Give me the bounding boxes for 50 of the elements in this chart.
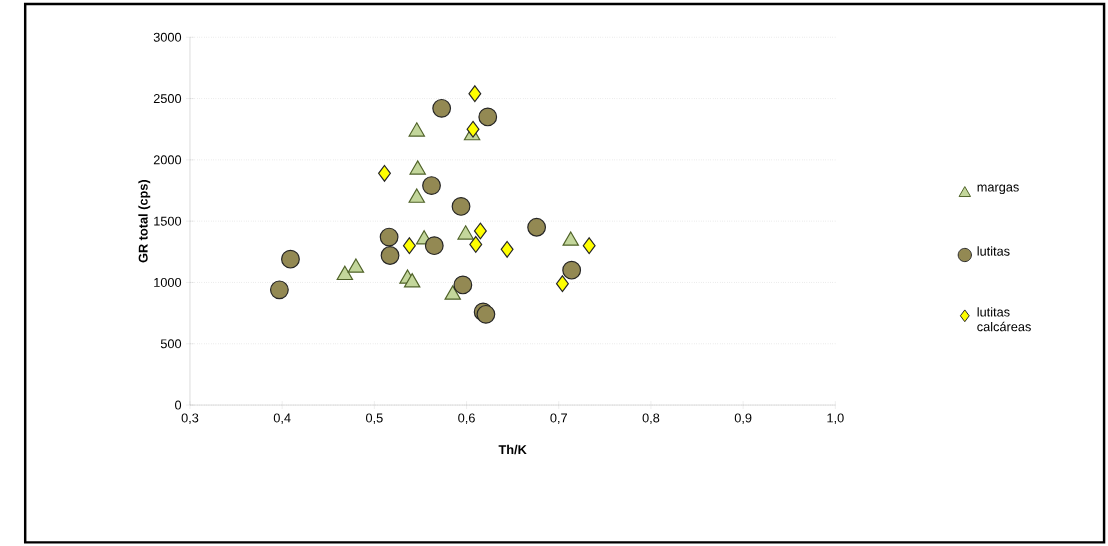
x-axis-title: Th/K <box>498 444 527 455</box>
point <box>379 227 399 247</box>
point <box>457 225 474 240</box>
y-tick-label: 500 <box>160 339 182 349</box>
point <box>500 240 514 258</box>
y-axis-title: GR total (cps) <box>138 179 151 263</box>
point <box>582 237 596 254</box>
point <box>468 85 482 102</box>
point <box>336 265 354 280</box>
point <box>444 285 461 300</box>
point <box>451 196 471 216</box>
point <box>402 237 416 254</box>
point <box>347 258 365 273</box>
legend-label: lutitas <box>977 246 1010 256</box>
legend-label: margas <box>977 184 1019 194</box>
y-tick-label: 0 <box>175 400 182 410</box>
point <box>473 222 487 240</box>
point <box>469 235 483 253</box>
y-tick-label: 2000 <box>153 155 182 165</box>
x-tick-label: 0,3 <box>181 413 199 424</box>
point <box>466 120 480 138</box>
point <box>408 188 425 203</box>
point <box>269 280 289 300</box>
point <box>562 260 582 280</box>
x-tick-label: 0,6 <box>458 413 475 424</box>
x-tick-label: 0,7 <box>550 413 567 424</box>
x-tick-label: 0,5 <box>366 413 383 424</box>
point <box>378 164 391 182</box>
point <box>403 272 421 288</box>
point <box>281 249 300 269</box>
point <box>527 217 547 237</box>
x-tick-label: 0,4 <box>273 413 291 424</box>
y-tick-label: 2500 <box>153 93 182 103</box>
y-tick-label: 1000 <box>154 277 182 287</box>
point <box>424 236 444 255</box>
x-tick-label: 0,8 <box>642 413 660 424</box>
point <box>562 231 579 246</box>
point <box>422 176 441 195</box>
y-tick-label: 3000 <box>153 32 182 42</box>
x-tick-label: 0,9 <box>734 413 752 424</box>
y-tick-label: 1500 <box>154 216 182 226</box>
point <box>409 160 426 175</box>
legend-label: lutitas calcáreas <box>977 307 1031 332</box>
point <box>432 98 452 118</box>
point <box>478 107 498 127</box>
point <box>453 275 473 295</box>
x-tick-label: 1,0 <box>827 413 844 424</box>
point <box>408 122 425 137</box>
point <box>380 245 400 265</box>
point <box>555 275 569 292</box>
